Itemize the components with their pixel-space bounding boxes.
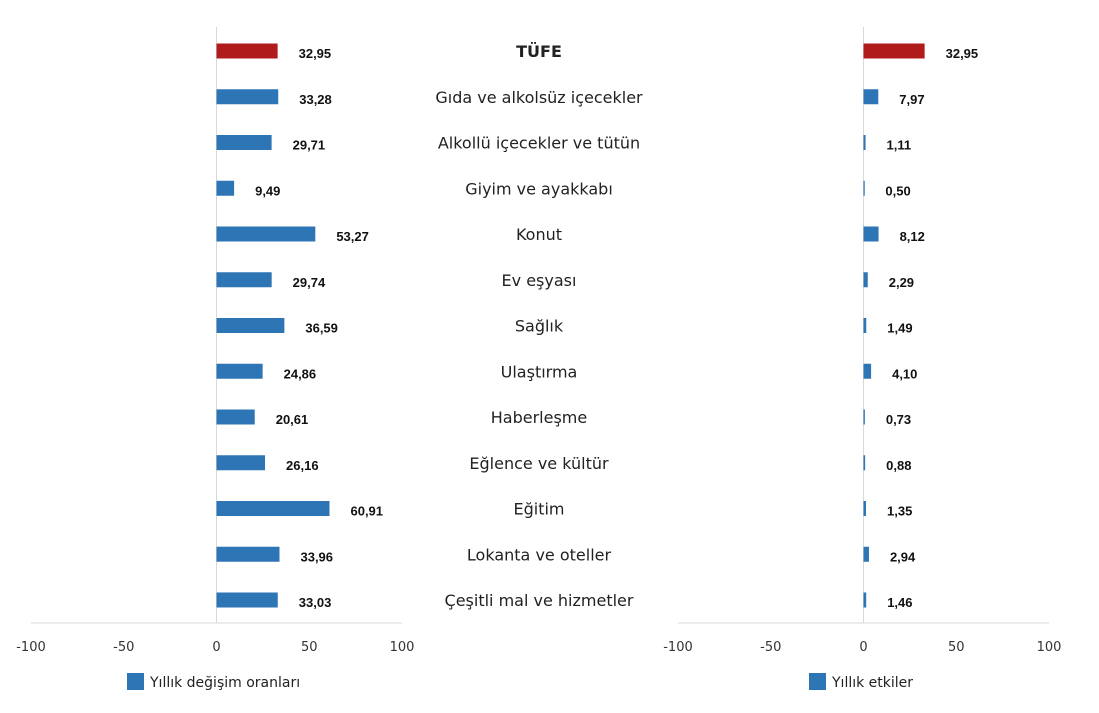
category-label: Giyim ve ayakkabı	[465, 179, 613, 198]
bar-left	[216, 501, 330, 516]
data-label: 29,74	[293, 275, 326, 290]
category-label: Eğlence ve kültür	[469, 454, 609, 473]
bar-right	[863, 409, 865, 425]
category-label: Ulaştırma	[501, 362, 578, 381]
legend-swatch	[127, 673, 144, 690]
category-label: Haberleşme	[491, 408, 587, 427]
x-tick-label: 100	[390, 640, 415, 655]
bar-left	[216, 43, 278, 59]
category-label: Sağlık	[515, 317, 564, 336]
data-label: 9,49	[255, 183, 280, 198]
data-label: 33,96	[300, 549, 333, 564]
data-label: 2,94	[890, 549, 916, 564]
bar-left	[216, 180, 235, 196]
x-tick-label: -50	[113, 640, 134, 655]
data-label: 2,29	[889, 275, 914, 290]
bar-left	[216, 272, 272, 288]
category-label: Lokanta ve oteller	[467, 545, 612, 564]
bar-right	[863, 318, 867, 333]
x-tick-label: -100	[16, 640, 46, 655]
data-label: 8,12	[900, 229, 925, 244]
bar-right	[863, 180, 865, 196]
data-label: 53,27	[336, 229, 369, 244]
data-label: 24,86	[284, 366, 317, 381]
data-label: 0,73	[886, 412, 911, 427]
bar-left	[216, 363, 263, 379]
category-label: Gıda ve alkolsüz içecekler	[435, 88, 643, 107]
x-tick-label: 50	[948, 640, 965, 655]
data-label: 1,49	[887, 321, 912, 336]
data-label: 33,28	[299, 92, 332, 107]
x-tick-label: -100	[663, 640, 693, 655]
x-tick-label: 0	[859, 640, 867, 655]
data-label: 60,91	[350, 504, 383, 519]
bar-right	[863, 546, 869, 562]
bar-right	[863, 455, 866, 471]
data-label: 33,03	[299, 595, 332, 610]
bar-left	[216, 546, 280, 562]
data-label: 7,97	[899, 92, 924, 107]
bar-left	[216, 89, 279, 105]
bar-right	[863, 272, 868, 288]
bar-right	[863, 43, 925, 59]
bar-left	[216, 409, 255, 425]
data-label: 1,46	[887, 595, 912, 610]
legend-swatch	[809, 673, 826, 690]
data-label: 29,71	[293, 138, 326, 153]
data-label: 26,16	[286, 458, 319, 473]
data-label: 1,35	[887, 504, 912, 519]
x-tick-label: 50	[301, 640, 318, 655]
data-label: 32,95	[946, 46, 979, 61]
bar-left	[216, 318, 285, 333]
data-label: 32,95	[299, 46, 332, 61]
category-label: Eğitim	[513, 500, 564, 519]
data-label: 20,61	[276, 412, 309, 427]
data-label: 1,11	[887, 138, 912, 153]
data-label: 0,50	[885, 183, 910, 198]
bar-left	[216, 226, 316, 242]
bar-left	[216, 592, 278, 608]
x-tick-label: -50	[760, 640, 781, 655]
data-label: 36,59	[305, 321, 338, 336]
category-label: Ev eşyası	[502, 271, 577, 290]
legend-label: Yıllık değişim oranları	[149, 675, 300, 691]
data-label: 4,10	[892, 366, 917, 381]
x-tick-label: 0	[212, 640, 220, 655]
bar-right	[863, 226, 879, 242]
category-label: TÜFE	[516, 42, 562, 61]
data-label: 0,88	[886, 458, 911, 473]
x-tick-label: 100	[1037, 640, 1062, 655]
bar-left	[216, 135, 272, 150]
bar-right	[863, 592, 867, 608]
bar-right	[863, 363, 872, 379]
category-label: Konut	[516, 225, 562, 244]
category-label: Çeşitli mal ve hizmetler	[445, 591, 634, 610]
bar-left	[216, 455, 266, 471]
legend-label: Yıllık etkiler	[831, 675, 913, 691]
bar-right	[863, 135, 866, 150]
category-label: Alkollü içecekler ve tütün	[438, 134, 640, 153]
bar-right	[863, 89, 879, 105]
bar-right	[863, 501, 867, 516]
